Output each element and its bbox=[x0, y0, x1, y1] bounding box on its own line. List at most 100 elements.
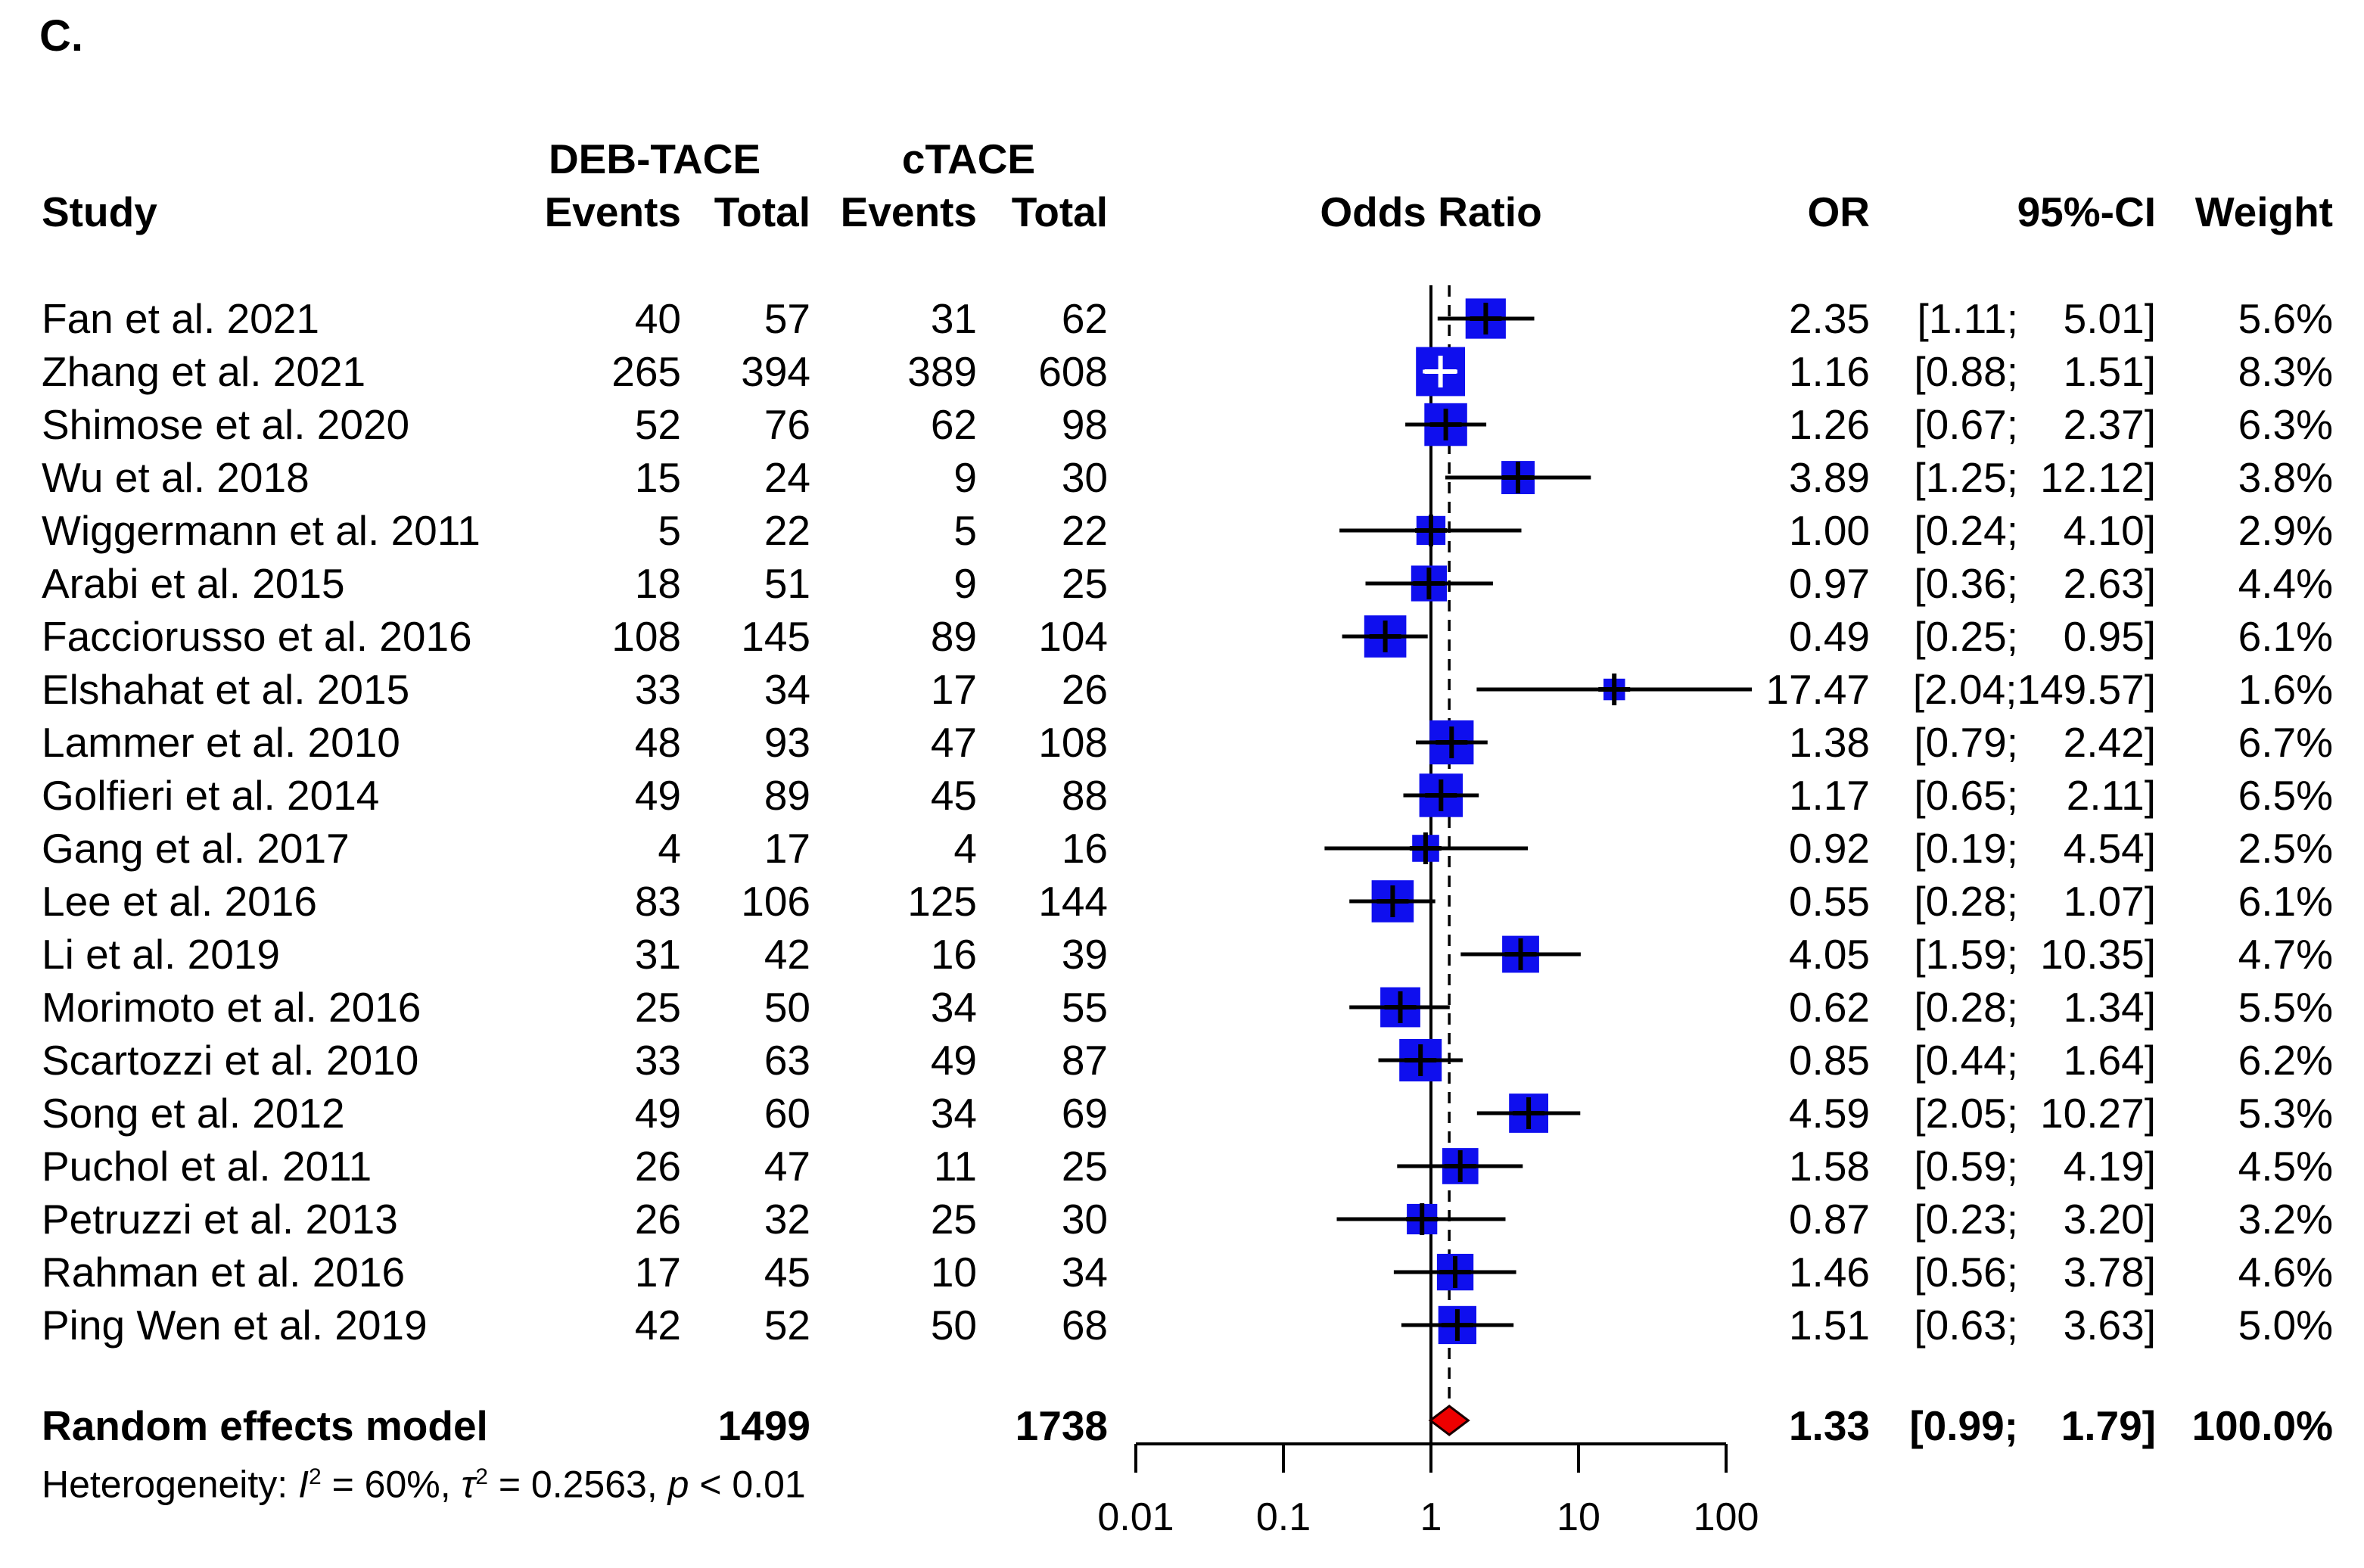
study-row: Wu et al. 2018 15 24 9 30 3.89 3.8% [1.25; 12.12… bbox=[0, 451, 2364, 504]
study-name: Petruzzi et al. 2013 bbox=[42, 1196, 398, 1243]
or-column-header: OR bbox=[1807, 188, 1871, 235]
or-value: 0.92 bbox=[1788, 825, 1870, 872]
plot-title-header: Odds Ratio bbox=[1320, 188, 1542, 235]
deb-events-value: 33 bbox=[634, 1037, 681, 1084]
ci-value: [0.23; 3.20] bbox=[0, 1193, 2156, 1246]
ci-low: [0.88; bbox=[1914, 348, 2018, 395]
summary-ci-high: 1.79] bbox=[2061, 1402, 2156, 1449]
study-name: Zhang et al. 2021 bbox=[42, 348, 366, 395]
ci-high: 1.51] bbox=[2063, 348, 2156, 395]
deb-events-value: 25 bbox=[634, 984, 681, 1031]
ci-value: [0.19; 4.54] bbox=[0, 822, 2156, 875]
study-row: Scartozzi et al. 2010 33 63 49 87 0.85 6.2% [0.… bbox=[0, 1034, 2364, 1087]
deb-total-value: 45 bbox=[764, 1249, 810, 1296]
or-value: 4.59 bbox=[1788, 1090, 1870, 1137]
ci-value: [0.24; 4.10] bbox=[0, 504, 2156, 557]
ci-high: 1.34] bbox=[2063, 984, 2156, 1031]
study-name: Facciorusso et al. 2016 bbox=[42, 613, 472, 660]
deb-total-value: 50 bbox=[764, 984, 810, 1031]
ci-low: [0.25; bbox=[1914, 613, 2018, 660]
deb-total-value: 22 bbox=[764, 507, 810, 554]
study-name: Rahman et al. 2016 bbox=[42, 1249, 406, 1296]
ctace-events-value: 4 bbox=[953, 825, 977, 872]
summary-weight-value: 100.0% bbox=[2191, 1402, 2333, 1449]
axis-tick-label: 0.01 bbox=[1097, 1495, 1174, 1539]
ctace-events-value: 62 bbox=[930, 401, 977, 448]
deb-total-value: 24 bbox=[764, 454, 810, 501]
study-name: Elshahat et al. 2015 bbox=[42, 666, 410, 713]
ci-high: 4.10] bbox=[2063, 507, 2156, 554]
summary-ci-low: [0.99; bbox=[1909, 1402, 2018, 1449]
ci-low: [0.59; bbox=[1914, 1143, 2018, 1190]
weight-value: 6.5% bbox=[2238, 772, 2333, 819]
ci-low: [0.19; bbox=[1914, 825, 2018, 872]
ci-low: [0.23; bbox=[1914, 1196, 2018, 1243]
study-name: Lammer et al. 2010 bbox=[42, 719, 400, 766]
ci-value: [0.65; 2.11] bbox=[0, 769, 2156, 822]
ci-high: 3.78] bbox=[2063, 1249, 2156, 1296]
study-name: Puchol et al. 2011 bbox=[42, 1143, 372, 1190]
summary-label: Random effects model bbox=[42, 1402, 488, 1449]
ctace-events-value: 11 bbox=[933, 1143, 977, 1190]
ci-value: [0.67; 2.37] bbox=[0, 398, 2156, 451]
ctace-total-value: 25 bbox=[1061, 1143, 1108, 1190]
study-name: Wiggermann et al. 2011 bbox=[42, 507, 481, 554]
weight-value: 5.6% bbox=[2238, 295, 2333, 342]
weight-value: 6.1% bbox=[2238, 613, 2333, 660]
or-value: 0.85 bbox=[1788, 1037, 1870, 1084]
deb-events-value: 26 bbox=[634, 1196, 681, 1243]
ci-high: 149.57] bbox=[2017, 666, 2156, 713]
heterogeneity-note: Heterogeneity: I2 = 60%, τ2 = 0.2563, p … bbox=[42, 1451, 806, 1506]
study-row: Gang et al. 2017 4 17 4 16 0.92 2.5% [0.19; 4.54… bbox=[0, 822, 2364, 875]
ci-low: [2.05; bbox=[1914, 1090, 2018, 1137]
weight-value: 4.5% bbox=[2238, 1143, 2333, 1190]
or-value: 2.35 bbox=[1788, 295, 1870, 342]
ctace-total-value: 108 bbox=[1038, 719, 1108, 766]
summary-ci-value: [0.99; 1.79] bbox=[0, 1399, 2156, 1452]
ci-high: 2.37] bbox=[2063, 401, 2156, 448]
or-value: 1.46 bbox=[1788, 1249, 1870, 1296]
or-value: 0.49 bbox=[1788, 613, 1870, 660]
ci-value: [0.56; 3.78] bbox=[0, 1246, 2156, 1299]
weight-value: 6.3% bbox=[2238, 401, 2333, 448]
ci-high: 2.63] bbox=[2063, 560, 2156, 607]
ctace-total-value: 30 bbox=[1061, 454, 1108, 501]
study-row: Petruzzi et al. 2013 26 32 25 30 0.87 3.2% [0.2… bbox=[0, 1193, 2364, 1246]
ci-value: [0.28; 1.34] bbox=[0, 981, 2156, 1034]
or-value: 1.17 bbox=[1788, 772, 1870, 819]
ci-low: [0.56; bbox=[1914, 1249, 2018, 1296]
ci-low: [1.59; bbox=[1914, 931, 2018, 978]
summary-ctace-total: 1738 bbox=[1015, 1402, 1108, 1449]
study-row: Lammer et al. 2010 48 93 47 108 1.38 6.7% [0.79… bbox=[0, 716, 2364, 769]
ci-value: [2.04;149.57] bbox=[0, 663, 2156, 716]
ctace-total-value: 55 bbox=[1061, 984, 1108, 1031]
ctace-events-value: 389 bbox=[907, 348, 977, 395]
ctace-events-value: 34 bbox=[930, 1090, 977, 1137]
study-name: Wu et al. 2018 bbox=[42, 454, 309, 501]
deb-total-value: 394 bbox=[741, 348, 810, 395]
tau-squared-exponent: 2 bbox=[475, 1464, 488, 1489]
ci-low: [0.44; bbox=[1914, 1037, 2018, 1084]
or-value: 0.62 bbox=[1788, 984, 1870, 1031]
or-value: 0.55 bbox=[1788, 878, 1870, 925]
study-name: Ping Wen et al. 2019 bbox=[42, 1302, 428, 1349]
p-symbol: p bbox=[667, 1463, 689, 1506]
ctace-total-value: 16 bbox=[1061, 825, 1108, 872]
ci-low: [0.79; bbox=[1914, 719, 2018, 766]
study-name: Golfieri et al. 2014 bbox=[42, 772, 380, 819]
ci-value: [0.88; 1.51] bbox=[0, 345, 2156, 398]
ci-high: 2.42] bbox=[2063, 719, 2156, 766]
deb-total-value: 60 bbox=[764, 1090, 810, 1137]
deb-events-value: 15 bbox=[634, 454, 681, 501]
ci-value: [1.11; 5.01] bbox=[0, 292, 2156, 345]
ci-low: [1.11; bbox=[1917, 295, 2018, 342]
ci-low: [1.25; bbox=[1914, 454, 2018, 501]
panel-label: C. bbox=[39, 11, 83, 61]
ctace-events-value: 9 bbox=[953, 560, 977, 607]
study-name: Arabi et al. 2015 bbox=[42, 560, 345, 607]
study-row: Wiggermann et al. 2011 5 22 5 22 1.00 2.9% [0.2… bbox=[0, 504, 2364, 557]
weight-value: 3.8% bbox=[2238, 454, 2333, 501]
study-row: Ping Wen et al. 2019 42 52 50 68 1.51 5.0% [0.6… bbox=[0, 1299, 2364, 1352]
